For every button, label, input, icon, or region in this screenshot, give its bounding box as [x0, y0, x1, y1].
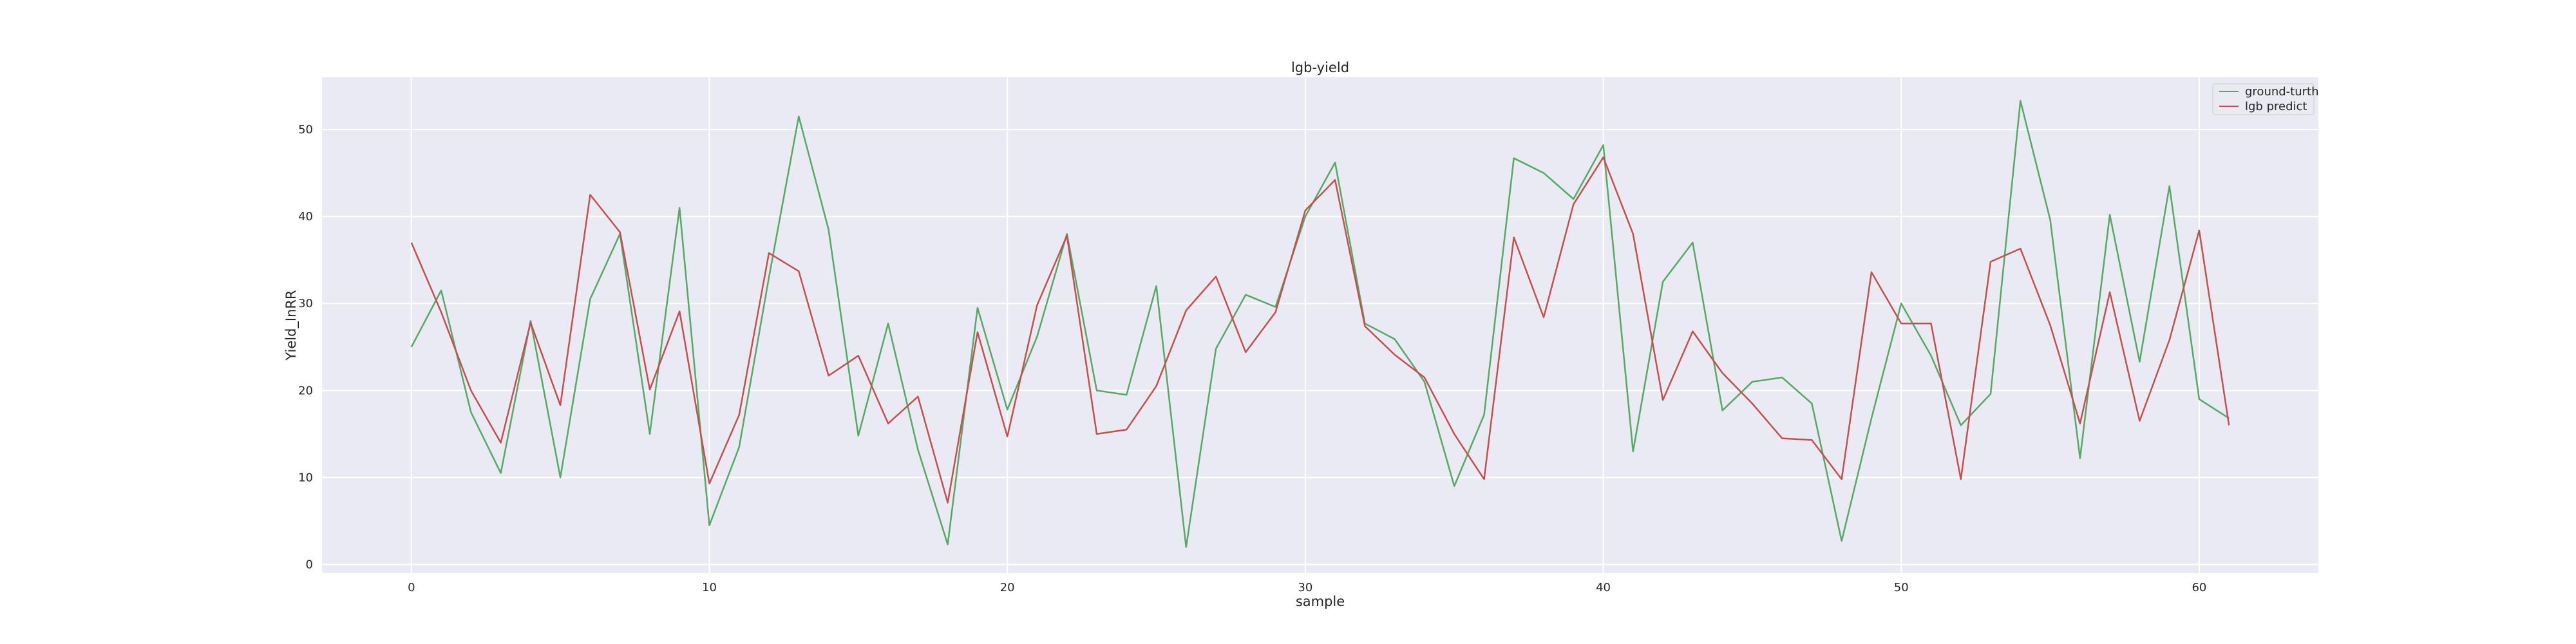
- grid: [322, 77, 2318, 573]
- x-tick-label: 10: [702, 581, 717, 594]
- series-line-ground-turth: [410, 100, 2230, 548]
- y-tick-label: 30: [298, 297, 313, 310]
- x-tick-label: 20: [1000, 581, 1015, 594]
- series-line-lgb-predict: [410, 156, 2230, 504]
- legend-label-ground-truth: ground-turth: [2245, 85, 2319, 99]
- y-tick-label: 40: [298, 210, 313, 223]
- legend: ground-turth lgb predict: [2212, 83, 2319, 115]
- x-axis-label: sample: [1296, 594, 1345, 609]
- y-tick-label: 10: [298, 471, 313, 484]
- legend-label-lgb-predict: lgb predict: [2245, 100, 2307, 113]
- x-tick-label: 30: [1298, 581, 1312, 594]
- chart-title: lgb-yield: [1291, 60, 1349, 75]
- x-tick-label: 40: [1596, 581, 1611, 594]
- y-axis-label: Yield_InRR: [283, 290, 299, 361]
- x-tick-label: 60: [2192, 581, 2206, 594]
- series-lines: [410, 100, 2230, 548]
- x-tick-label: 50: [1894, 581, 1909, 594]
- y-tick-label: 0: [306, 558, 313, 571]
- tick-labels: 0 10 20 30 40 50 60 0 10 20 30 40 50: [298, 123, 2206, 594]
- y-tick-label: 50: [298, 123, 313, 137]
- y-tick-label: 20: [298, 384, 313, 397]
- plot-area: [322, 77, 2318, 573]
- x-tick-label: 0: [408, 581, 415, 594]
